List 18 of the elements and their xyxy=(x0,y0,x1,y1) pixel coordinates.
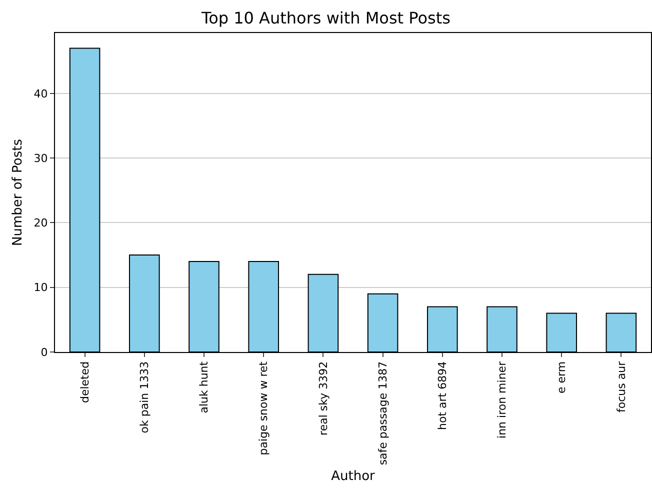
x-axis-title: Author xyxy=(331,468,376,484)
y-tick-label: 10 xyxy=(34,281,48,294)
y-tick-label: 20 xyxy=(34,216,48,230)
x-tick-label: deleted xyxy=(78,361,92,404)
y-axis-title: Number of Posts xyxy=(10,138,26,246)
x-tick-label: e erm xyxy=(555,361,568,394)
x-tick-label: inn iron miner xyxy=(496,360,509,438)
x-tick-label: focus aur xyxy=(614,360,628,412)
x-tick-label: aluk hunt xyxy=(198,360,211,414)
y-tick-label: 30 xyxy=(34,152,48,165)
chart-title: Top 10 Authors with Most Posts xyxy=(200,8,450,28)
x-tick-label: safe passage 1387 xyxy=(376,361,390,466)
x-tick-label: ok pain 1333 xyxy=(138,361,151,434)
y-tick-label: 40 xyxy=(34,87,48,100)
x-tick-label: real sky 3392 xyxy=(316,361,330,436)
x-tick-label: hot art 6894 xyxy=(436,361,449,430)
y-tick-label: 0 xyxy=(40,346,48,359)
x-tick-label: paige snow w ret xyxy=(257,360,270,456)
